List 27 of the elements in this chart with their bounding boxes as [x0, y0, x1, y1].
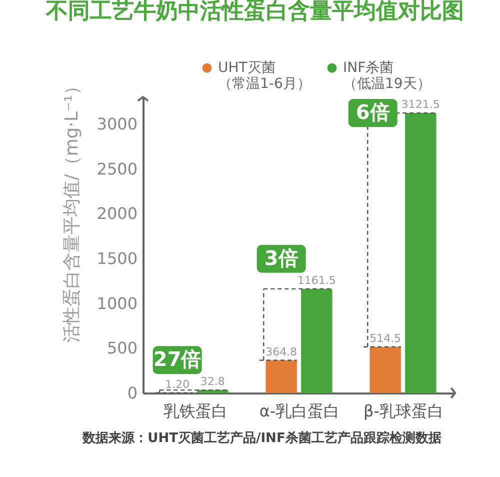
annotation: 6倍	[356, 100, 390, 124]
legend-label: UHT灭菌（常温1-6月）	[218, 60, 311, 92]
data-label: 1161.5	[297, 274, 336, 287]
bar	[197, 390, 228, 393]
data-label: 364.8	[266, 345, 298, 358]
x-tick-label: 乳铁蛋白	[164, 402, 228, 420]
annotation: 3倍	[264, 246, 298, 270]
bar	[370, 346, 401, 393]
y-tick-label: 500	[106, 338, 138, 358]
y-axis-title: 活性蛋白含量平均值/（mg·L⁻¹）	[62, 76, 82, 342]
x-tick-label: α-乳白蛋白	[259, 402, 340, 420]
data-label: 32.8	[200, 375, 225, 388]
y-tick-label: 2000	[96, 204, 138, 224]
bar	[301, 288, 332, 393]
data-label: 3121.5	[401, 98, 440, 112]
y-tick-label: 1500	[96, 248, 138, 268]
data-label: 514.5	[370, 332, 402, 345]
x-tick-label: β-乳球蛋白	[364, 402, 444, 420]
y-tick-label: 1000	[96, 294, 138, 313]
legend-label: INF杀菌（低温19天）	[343, 60, 431, 92]
y-tick-label: 3000	[96, 114, 138, 134]
source-note: 数据来源：UHT灭菌工艺产品/INF杀菌工艺产品跟踪检测数据	[82, 430, 442, 446]
data-label: 1.20	[165, 378, 190, 391]
bar	[405, 113, 436, 393]
y-tick-label: 0	[127, 384, 138, 402]
bar	[266, 360, 297, 393]
y-tick-label: 2500	[96, 159, 138, 178]
